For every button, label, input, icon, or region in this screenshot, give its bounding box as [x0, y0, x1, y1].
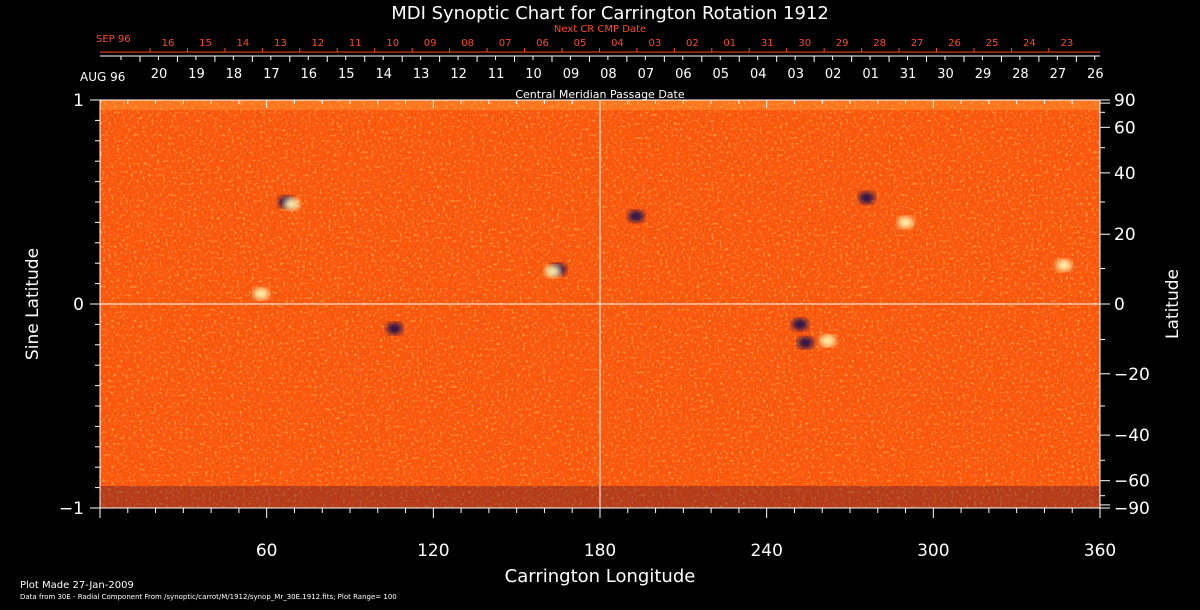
x-tick-label: 360 — [1084, 541, 1116, 561]
next-axis-date: 31 — [761, 38, 774, 49]
next-axis-date: 12 — [311, 38, 324, 49]
top-axis-date: 16 — [301, 67, 318, 82]
next-axis-date: 28 — [873, 38, 886, 49]
top-axis-date: 08 — [600, 67, 617, 82]
next-axis-date: 15 — [199, 38, 212, 49]
top-axis-date: 28 — [1012, 67, 1029, 82]
active-region-negative — [858, 191, 875, 204]
next-axis-date: 06 — [536, 38, 549, 49]
chart-title: MDI Synoptic Chart for Carrington Rotati… — [391, 3, 829, 24]
next-axis-date: 13 — [274, 38, 287, 49]
data-source-note: Data from 30E - Radial Component From /s… — [20, 593, 397, 601]
y-left-tick-label: −1 — [59, 499, 84, 519]
next-axis-date: 16 — [162, 38, 175, 49]
next-axis-date: 14 — [237, 38, 250, 49]
top-axis-date: 02 — [825, 67, 842, 82]
next-axis-date: 10 — [386, 38, 399, 49]
next-axis-date: 25 — [986, 38, 999, 49]
y-axis-left-label: Sine Latitude — [23, 248, 43, 360]
top-axis-date: 26 — [1087, 67, 1104, 82]
top-axis-date: 18 — [226, 67, 243, 82]
next-axis-date: 02 — [686, 38, 699, 49]
top-axis-date: 17 — [263, 67, 280, 82]
plot-area — [100, 100, 1100, 508]
y-right-tick-label: −90 — [1114, 499, 1150, 519]
y-right-tick-label: 20 — [1114, 225, 1136, 245]
active-region-negative — [628, 210, 645, 223]
top-axis-date: 05 — [713, 67, 730, 82]
next-axis-date: 07 — [499, 38, 512, 49]
y-axis-right-label: Latitude — [1163, 269, 1183, 339]
y-right-tick-label: 60 — [1114, 118, 1136, 138]
next-axis-date: 27 — [911, 38, 924, 49]
y-right-tick-label: 40 — [1114, 164, 1136, 184]
x-tick-label: 300 — [917, 541, 949, 561]
next-axis-date: 24 — [1023, 38, 1036, 49]
next-axis-date: 01 — [723, 38, 736, 49]
next-axis-date: 11 — [349, 38, 362, 49]
top-axis-date: 03 — [787, 67, 804, 82]
active-region-positive — [283, 198, 300, 211]
active-region-positive — [544, 265, 561, 278]
x-tick-label: 120 — [417, 541, 449, 561]
top-axis-date: 10 — [525, 67, 542, 82]
x-tick-label: 180 — [584, 541, 616, 561]
next-axis-date: 04 — [611, 38, 624, 49]
next-axis-date: 08 — [461, 38, 474, 49]
bottom-axis: 60 120 180 240 300 360 — [99, 100, 1116, 561]
y-right-tick-label: 90 — [1114, 91, 1136, 111]
next-axis-month: SEP 96 — [96, 34, 131, 45]
next-axis-date: 23 — [1061, 38, 1074, 49]
top-axis-date: 07 — [638, 67, 655, 82]
right-axis: 90 60 40 20 0 −20 −40 −60 −90 — [1100, 91, 1150, 519]
gridlines — [100, 100, 1100, 508]
top-axis-date: 19 — [188, 67, 205, 82]
top-axis-date: 27 — [1050, 67, 1067, 82]
plot-made-note: Plot Made 27-Jan-2009 — [20, 580, 134, 591]
left-axis: 1 0 −1 — [59, 91, 100, 519]
active-region-positive — [1055, 259, 1072, 272]
top-axis-label: Central Meridian Passage Date — [515, 88, 684, 101]
y-right-tick-label: 0 — [1114, 295, 1125, 315]
top-axis-date: 06 — [675, 67, 692, 82]
next-axis-date: 09 — [424, 38, 437, 49]
top-axis-date: 31 — [900, 67, 917, 82]
next-axis: 16 15 14 13 12 11 10 09 08 07 06 05 04 03 02 01 31 30 29 28… — [100, 38, 1100, 53]
top-axis-date: 11 — [488, 67, 505, 82]
y-left-tick-label: 0 — [73, 295, 84, 315]
x-axis-label: Carrington Longitude — [505, 566, 696, 587]
top-axis-date: 14 — [375, 67, 392, 82]
next-axis-date: 03 — [649, 38, 662, 49]
top-axis-month: AUG 96 — [80, 70, 125, 84]
top-axis-date: 20 — [151, 67, 168, 82]
top-axis-date: 30 — [937, 67, 954, 82]
next-axis-date: 30 — [798, 38, 811, 49]
active-region-positive — [253, 287, 270, 300]
top-axis-date: 15 — [338, 67, 355, 82]
y-right-tick-label: −60 — [1114, 472, 1150, 492]
top-axis-date: 04 — [750, 67, 767, 82]
active-region-positive — [897, 216, 914, 229]
next-axis-date: 05 — [574, 38, 587, 49]
next-axis-date: 29 — [836, 38, 849, 49]
active-regions — [253, 191, 1072, 349]
y-right-tick-label: −20 — [1114, 365, 1150, 385]
top-axis-date: 12 — [450, 67, 467, 82]
top-axis: 20 19 18 17 16 15 14 13 12 11 10 09 08 07 06 05 04 03 02 01… — [100, 55, 1104, 82]
x-tick-label: 60 — [256, 541, 278, 561]
next-axis-label: Next CR CMP Date — [554, 24, 646, 35]
active-region-positive — [819, 334, 836, 347]
top-axis-date: 13 — [413, 67, 430, 82]
active-region-negative — [386, 322, 403, 335]
next-axis-date: 26 — [948, 38, 961, 49]
active-region-negative — [792, 318, 808, 331]
active-region-negative — [797, 336, 814, 349]
top-axis-date: 29 — [975, 67, 992, 82]
y-right-tick-label: −40 — [1114, 426, 1150, 446]
y-left-tick-label: 1 — [73, 91, 84, 111]
top-axis-date: 01 — [862, 67, 879, 82]
top-axis-date: 09 — [563, 67, 580, 82]
x-tick-label: 240 — [750, 541, 782, 561]
